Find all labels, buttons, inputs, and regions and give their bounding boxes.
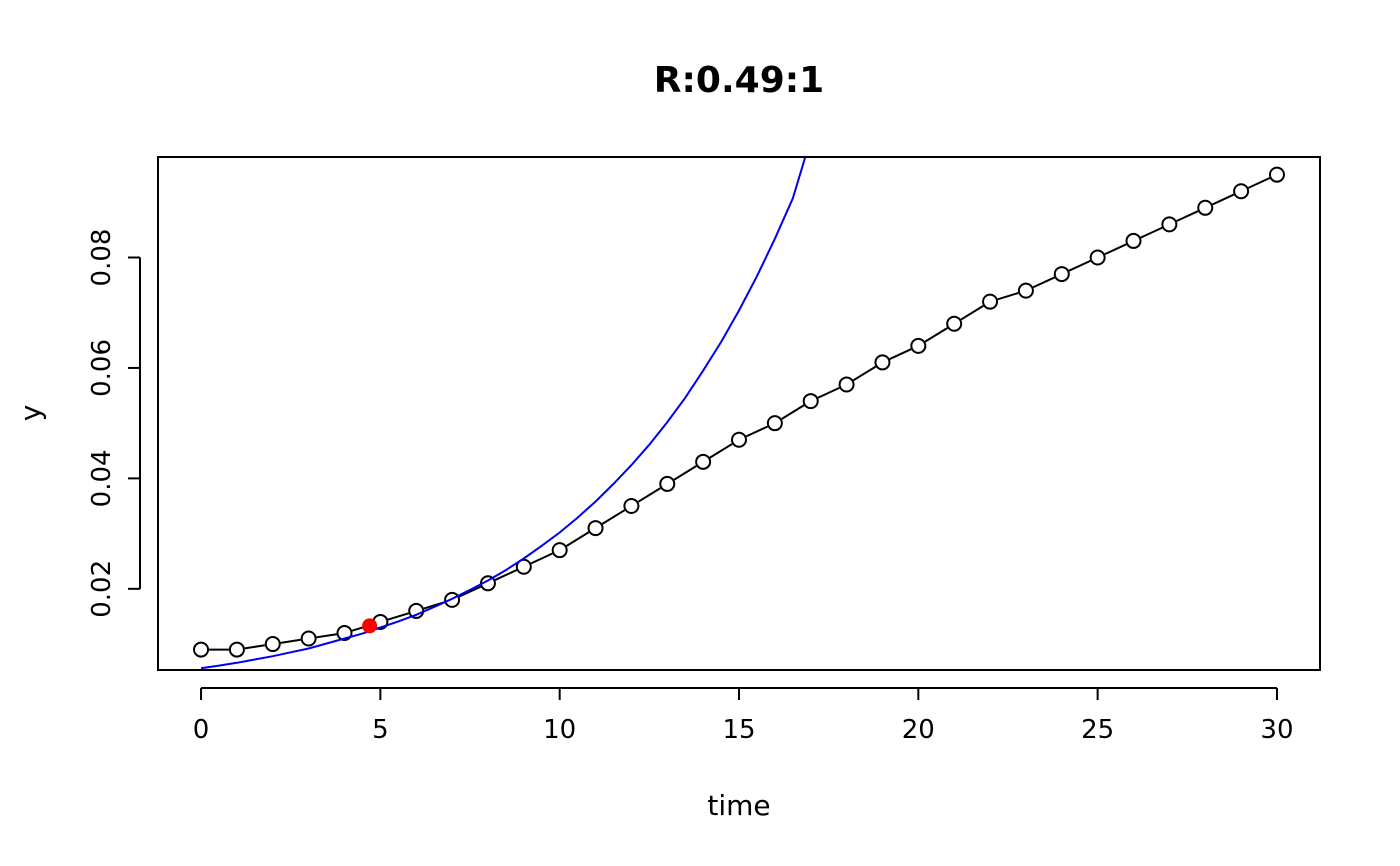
data-line-segment: [530, 552, 553, 565]
data-point: [515, 558, 532, 575]
data-line-segment: [781, 404, 805, 420]
data-point: [731, 431, 747, 448]
data-point: [838, 376, 855, 393]
data-point: [228, 641, 245, 658]
data-line-segment: [316, 633, 337, 639]
y-tick-label: 0.06: [87, 339, 117, 397]
data-point: [1089, 249, 1106, 266]
data-point: [1161, 216, 1178, 233]
data-point: [300, 630, 317, 647]
x-tick-label: 15: [722, 715, 755, 745]
data-line-segment: [924, 327, 948, 343]
data-line-segment: [1247, 177, 1271, 189]
y-axis: 0.02 0.04 0.06 0.08: [87, 229, 141, 618]
data-line-segment: [1140, 226, 1163, 239]
data-line-segment: [960, 305, 984, 321]
data-point: [551, 542, 568, 559]
data-point: [802, 393, 819, 410]
x-axis-label: time: [707, 789, 770, 822]
data-point: [1125, 232, 1142, 249]
data-point: [695, 453, 712, 470]
data-line-segment: [889, 348, 912, 360]
data-point: [946, 315, 963, 332]
data-point: [264, 636, 281, 653]
data-line-segment: [565, 531, 590, 547]
data-line-segment: [1104, 243, 1127, 256]
data-point: [623, 497, 640, 514]
x-tick-label: 10: [543, 715, 576, 745]
data-line-segment: [817, 386, 840, 399]
data-point: [910, 337, 927, 354]
data-point: [336, 625, 353, 642]
data-line-segment: [280, 638, 301, 644]
x-tick-label: 5: [372, 715, 389, 745]
y-tick-label: 0.08: [87, 229, 117, 287]
data-point: [1233, 183, 1250, 200]
data-point: [587, 520, 604, 537]
data-point: [193, 641, 210, 658]
data-line-segment: [997, 292, 1019, 301]
y-tick-label: 0.04: [87, 449, 117, 507]
data-point: [982, 293, 999, 310]
data-line-segment: [745, 425, 769, 438]
data-line-segment: [1068, 259, 1091, 272]
x-tick-label: 20: [902, 715, 935, 745]
fitted-curve: [200, 157, 807, 670]
data-line-segment: [673, 465, 697, 481]
series-layer: [193, 157, 1285, 670]
highlight-point: [362, 618, 378, 634]
data-line-segment: [601, 509, 626, 525]
x-tick-label: 30: [1260, 715, 1293, 745]
data-point: [1053, 266, 1070, 283]
data-point: [874, 354, 891, 371]
y-tick-label: 0.02: [87, 560, 117, 618]
x-tick-label: 0: [193, 715, 210, 745]
data-line-segment: [709, 443, 733, 459]
data-point: [1268, 166, 1285, 183]
data-point: [444, 591, 461, 608]
data-point: [659, 475, 676, 492]
data-line-segment: [852, 365, 877, 382]
data-line-segment: [1212, 193, 1235, 206]
x-tick-label: 25: [1081, 715, 1114, 745]
data-line-segment: [244, 644, 266, 650]
data-line-segment: [1032, 276, 1055, 289]
data-line-segment: [458, 585, 482, 598]
data-line-segment: [494, 569, 517, 581]
data-point: [1197, 199, 1214, 216]
data-line-segment: [637, 487, 661, 503]
y-axis-label: y: [14, 405, 47, 422]
data-point: [766, 415, 783, 432]
data-point: [1017, 282, 1034, 299]
chart-title: R:0.49:1: [654, 60, 824, 101]
data-line-segment: [1176, 210, 1199, 222]
x-axis: 0 5 10 15 20 25 30: [193, 687, 1294, 745]
data-line-segment: [387, 612, 409, 621]
plot-frame: [157, 156, 1321, 671]
